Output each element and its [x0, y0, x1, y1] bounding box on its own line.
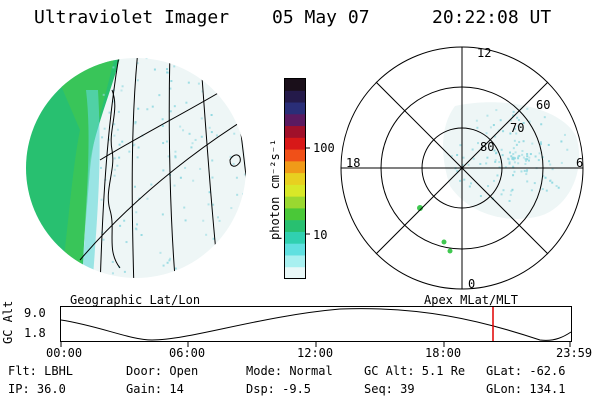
- header-date: 05 May 07: [272, 7, 370, 28]
- altitude-ytick-top: 9.0: [24, 306, 46, 320]
- polar-panel-caption: Apex MLat/MLT: [424, 293, 518, 307]
- header-time: 20:22:08 UT: [432, 7, 552, 28]
- altitude-ylabel: GC Alt: [1, 300, 15, 344]
- colorbar-unit-label: photon cm⁻²s⁻¹: [268, 138, 282, 240]
- colorbar-tick-100: 100: [313, 141, 335, 155]
- altitude-ytick-bottom: 1.8: [24, 326, 46, 340]
- info-glat: GLat: -62.6: [486, 364, 566, 378]
- info-seq: Seq: 39: [364, 382, 415, 396]
- info-filter: Flt: LBHL: [8, 364, 74, 378]
- info-gain: Gain: 14: [126, 382, 184, 396]
- mlt-label-6: 6: [576, 156, 584, 170]
- mlt-label-18: 18: [346, 156, 361, 170]
- lat-label-80: 80: [480, 140, 495, 154]
- info-door: Door: Open: [126, 364, 199, 378]
- mlt-label-0: 0: [468, 277, 476, 291]
- instrument-title: Ultraviolet Imager: [34, 7, 230, 28]
- mlt-label-12: 12: [477, 46, 492, 60]
- x-tick-1800: 18:00: [425, 346, 462, 360]
- x-tick-0000: 00:00: [46, 346, 83, 360]
- x-tick-2359: 23:59: [556, 346, 593, 360]
- x-tick-0600: 06:00: [169, 346, 206, 360]
- info-gc-alt: GC Alt: 5.1 Re: [364, 364, 466, 378]
- info-dsp: Dsp: -9.5: [246, 382, 312, 396]
- colorbar-tick-10: 10: [313, 228, 328, 242]
- geographic-image: [26, 58, 246, 278]
- lat-label-60: 60: [536, 98, 551, 112]
- altitude-plot: [60, 306, 572, 347]
- geo-panel-caption: Geographic Lat/Lon: [70, 293, 201, 307]
- info-glon: GLon: 134.1: [486, 382, 566, 396]
- info-ip: IP: 36.0: [8, 382, 66, 396]
- x-tick-1200: 12:00: [297, 346, 334, 360]
- info-mode: Mode: Normal: [246, 364, 333, 378]
- lat-label-70: 70: [510, 121, 525, 135]
- polar-plot: [340, 46, 584, 290]
- colorbar: [284, 78, 310, 280]
